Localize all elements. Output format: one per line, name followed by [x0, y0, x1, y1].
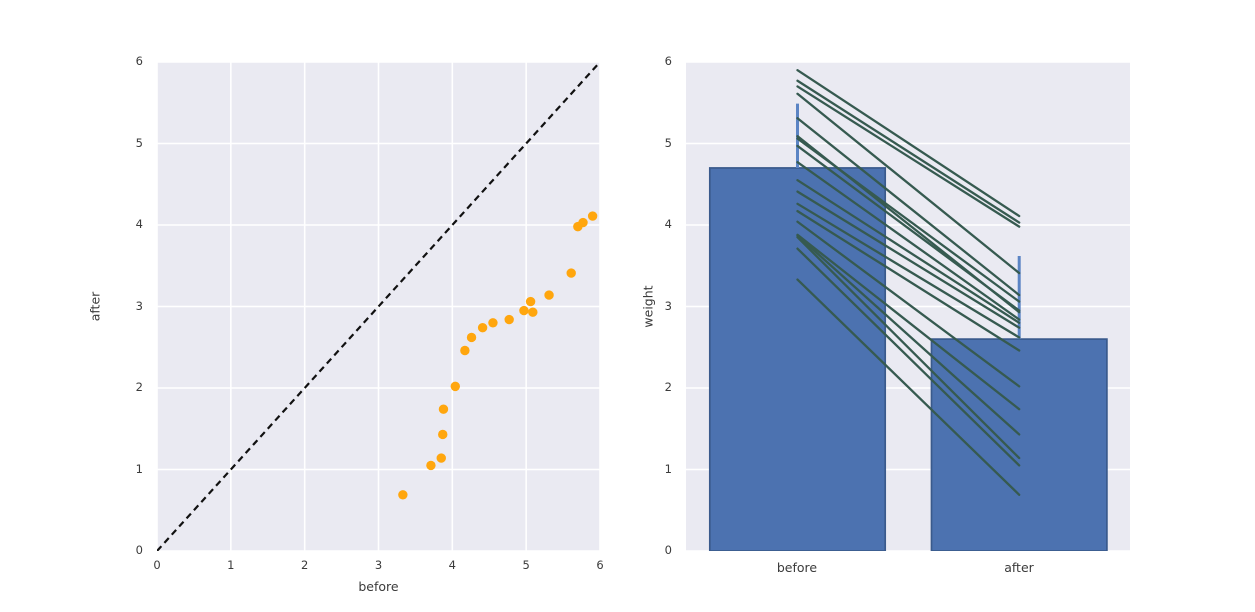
- scatter-plot: [157, 62, 600, 551]
- paired-line: [796, 234, 1021, 436]
- scatter-point: [504, 314, 514, 325]
- x-tick-label: 0: [153, 558, 161, 572]
- y-tick-label: 2: [135, 380, 143, 394]
- scatter-canvas: [157, 62, 600, 551]
- x-tick-label: 5: [522, 558, 530, 572]
- paired-line: [796, 161, 1021, 321]
- paired-bar-canvas: [686, 62, 1130, 551]
- y-tick-label: 3: [135, 298, 143, 313]
- paired-line: [796, 220, 1021, 388]
- bar-category-label-after: after: [1004, 560, 1034, 575]
- scatter-point: [544, 290, 554, 300]
- scatter-point: [525, 296, 536, 307]
- bar-after: [930, 338, 1108, 551]
- paired-bar-plot: [686, 62, 1130, 551]
- scatter-point: [477, 322, 488, 333]
- y-tick-label: 1: [135, 461, 143, 476]
- paired-line: [796, 236, 1021, 460]
- scatter-point: [398, 490, 408, 500]
- y-tick-label: 5: [664, 135, 672, 150]
- y-tick-label: 5: [135, 135, 143, 150]
- y-tick-label: 4: [664, 217, 672, 231]
- paired-line: [796, 117, 1021, 297]
- paired-line: [796, 179, 1021, 324]
- scatter-point: [436, 453, 446, 463]
- y-tick-label: 2: [664, 380, 672, 394]
- y-tick-label: 1: [664, 461, 672, 476]
- paired-line: [796, 190, 1021, 329]
- y-tick-label: 0: [664, 543, 672, 557]
- bar-category-label-before: before: [776, 560, 818, 575]
- y-tick-label: 0: [135, 543, 143, 557]
- x-tick-label: 4: [448, 558, 456, 572]
- paired-line: [796, 68, 1021, 218]
- x-tick-label: 3: [374, 558, 383, 572]
- paired-line: [796, 247, 1021, 467]
- y-tick-label: 4: [135, 217, 143, 231]
- scatter-yaxis-label: after: [87, 291, 103, 322]
- x-tick-label: 1: [227, 558, 235, 572]
- paired-line: [796, 135, 1021, 314]
- scatter-point: [566, 268, 576, 278]
- bar-yaxis-label: weight: [640, 285, 656, 328]
- paired-line: [796, 92, 1021, 275]
- paired-line: [796, 209, 1021, 352]
- scatter-point: [519, 305, 529, 316]
- paired-line: [796, 233, 1021, 411]
- paired-line: [796, 79, 1021, 224]
- y-tick-label: 3: [664, 298, 672, 313]
- scatter-point: [466, 332, 477, 343]
- paired-line: [796, 202, 1021, 339]
- scatter-point: [488, 318, 498, 328]
- bar-before: [708, 167, 887, 551]
- scatter-xaxis-label: before: [358, 579, 399, 594]
- paired-line: [796, 85, 1021, 228]
- scatter-point: [578, 217, 588, 228]
- scatter-point: [450, 381, 460, 392]
- paired-line: [796, 278, 1021, 496]
- scatter-point: [460, 345, 470, 356]
- scatter-point: [587, 211, 598, 221]
- y-tick-label: 6: [135, 54, 143, 68]
- scatter-point: [528, 307, 538, 317]
- y-tick-label: 6: [664, 54, 672, 68]
- scatter-point: [438, 404, 449, 414]
- scatter-point: [426, 460, 436, 471]
- scatter-point: [438, 429, 448, 440]
- x-tick-label: 2: [300, 558, 309, 572]
- x-tick-label: 6: [596, 558, 604, 572]
